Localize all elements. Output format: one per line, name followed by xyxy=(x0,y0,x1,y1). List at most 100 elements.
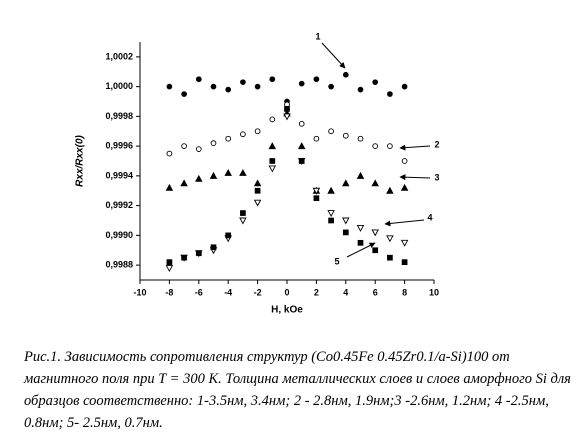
point xyxy=(387,91,393,97)
point xyxy=(165,265,174,273)
point xyxy=(297,142,306,150)
point xyxy=(181,143,187,149)
y-tick-label: 0,9994 xyxy=(105,170,133,180)
point xyxy=(166,83,173,90)
series-label: 3 xyxy=(434,172,439,182)
point xyxy=(240,210,246,216)
x-tick-label: 4 xyxy=(343,287,348,297)
chart: H, kOe Rxx/Rxx(0) 0,9988 0,9990 0,9992 0,99… xyxy=(75,31,440,316)
point xyxy=(269,76,276,83)
point xyxy=(328,128,334,135)
point xyxy=(372,143,379,149)
series-arrow xyxy=(384,219,425,227)
point xyxy=(253,199,262,207)
point xyxy=(225,86,232,93)
series-arrow xyxy=(321,42,346,69)
point xyxy=(269,158,276,164)
y-tick-label: 0,9998 xyxy=(105,111,133,121)
x-tick-label: -10 xyxy=(133,287,146,297)
point xyxy=(239,217,247,225)
point xyxy=(269,116,276,123)
point xyxy=(224,168,232,176)
point xyxy=(195,250,202,257)
point xyxy=(401,259,408,266)
point xyxy=(371,229,379,237)
point xyxy=(356,224,365,232)
point xyxy=(327,186,335,194)
x-tick-label: -2 xyxy=(254,287,262,297)
point xyxy=(387,143,393,149)
series-label: 4 xyxy=(427,212,432,222)
y-tick-label: 0,9988 xyxy=(105,260,133,270)
x-tick-label: -6 xyxy=(195,287,203,297)
point xyxy=(166,150,173,157)
series-label: 5 xyxy=(334,256,339,266)
point xyxy=(240,131,246,138)
point xyxy=(210,244,217,251)
point xyxy=(357,86,364,93)
x-tick-label: 8 xyxy=(402,287,407,297)
point xyxy=(342,217,350,225)
point xyxy=(180,179,188,187)
point xyxy=(165,183,174,191)
point xyxy=(327,210,335,218)
point xyxy=(342,132,349,139)
x-tick-label: 6 xyxy=(373,287,378,297)
series-arrow xyxy=(346,242,376,258)
x-tick-label: 10 xyxy=(429,287,439,297)
point xyxy=(328,217,334,224)
point xyxy=(313,135,320,142)
series-label: 1 xyxy=(315,31,320,41)
y-tick-label: 0,9992 xyxy=(105,200,133,210)
point xyxy=(298,80,305,87)
series-label: 2 xyxy=(434,139,439,149)
point xyxy=(357,239,364,246)
point xyxy=(386,186,394,194)
point xyxy=(209,171,218,179)
point xyxy=(342,71,349,78)
point xyxy=(225,135,232,142)
point xyxy=(210,83,217,90)
point xyxy=(298,158,305,164)
point xyxy=(181,91,187,97)
point xyxy=(372,79,379,86)
point xyxy=(239,168,247,176)
point xyxy=(313,195,320,202)
point xyxy=(401,158,408,164)
point xyxy=(254,83,261,90)
point xyxy=(195,76,202,83)
point xyxy=(253,179,262,187)
x-tick-label: 2 xyxy=(314,287,319,297)
x-tick-label: -4 xyxy=(224,287,232,297)
point xyxy=(372,247,379,254)
series-arrow xyxy=(399,174,431,181)
point xyxy=(225,232,232,239)
point xyxy=(284,106,290,112)
caption: Рис.1. Зависимость сопротивления структу… xyxy=(24,349,571,431)
y-tick-label: 1,0000 xyxy=(105,81,133,91)
point xyxy=(240,79,246,86)
point xyxy=(386,235,394,243)
point xyxy=(298,120,305,127)
point xyxy=(195,174,203,182)
point xyxy=(387,254,393,261)
point xyxy=(356,171,365,179)
point xyxy=(283,113,291,121)
point xyxy=(195,146,202,152)
point xyxy=(357,135,364,142)
point xyxy=(254,187,261,194)
point xyxy=(400,239,409,247)
y-tick-label: 0,9990 xyxy=(105,230,133,240)
y-tick-label: 1,0002 xyxy=(105,51,133,61)
point xyxy=(328,83,334,90)
point xyxy=(210,140,217,147)
point xyxy=(268,165,277,173)
y-axis-label: Rxx/Rxx(0) xyxy=(75,134,86,186)
point xyxy=(268,142,277,150)
y-tick-label: 0,9996 xyxy=(105,141,133,151)
point xyxy=(166,259,173,266)
point xyxy=(400,183,409,191)
series-arrow xyxy=(399,144,431,151)
x-axis-label: H, kOe xyxy=(271,305,303,316)
